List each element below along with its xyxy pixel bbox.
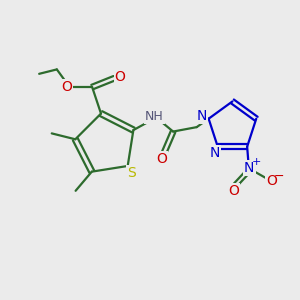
Text: O: O — [157, 152, 167, 166]
Text: S: S — [127, 166, 136, 180]
Text: N: N — [197, 109, 207, 123]
Text: N: N — [210, 146, 220, 160]
Text: O: O — [115, 70, 126, 84]
Text: O: O — [266, 174, 277, 188]
Text: N: N — [244, 161, 254, 175]
Text: −: − — [274, 170, 284, 183]
Text: +: + — [252, 157, 261, 167]
Text: NH: NH — [145, 110, 164, 123]
Text: O: O — [61, 80, 72, 94]
Text: O: O — [229, 184, 239, 198]
